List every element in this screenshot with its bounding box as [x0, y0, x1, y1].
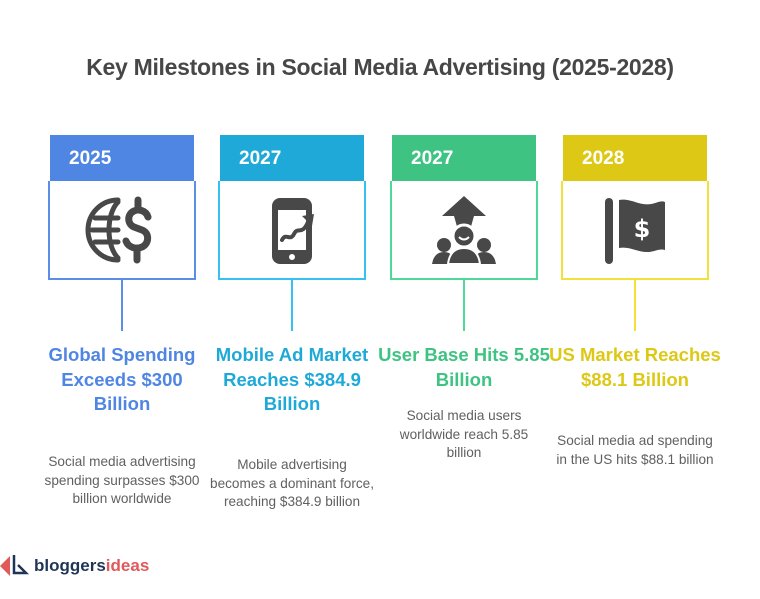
connector-line [463, 280, 465, 331]
milestone-description: Social media advertising spending surpas… [44, 454, 200, 506]
milestone-heading: Mobile Ad Market Reaches $384.9 Billion [215, 344, 369, 414]
milestone-description: Social media users worldwide reach 5.85 … [399, 408, 529, 460]
flag-dollar-icon: $ [605, 197, 665, 264]
year-badge: 2025 [50, 135, 194, 181]
milestone-heading: User Base Hits 5.85 Billion [378, 344, 550, 390]
icon-box [48, 181, 196, 280]
milestone-description: Mobile advertising becomes a dominant fo… [210, 457, 374, 509]
year-badge: 2027 [220, 135, 364, 181]
milestone-description: Social media ad spending in the US hits … [556, 433, 714, 467]
icon-box [390, 181, 538, 280]
globe-dollar-icon [85, 196, 152, 263]
year-badge: 2028 [563, 135, 707, 181]
bloggersideas-logo: bloggers ideas [0, 553, 149, 579]
mobile-growth-icon [272, 197, 314, 264]
year-badge: 2027 [392, 135, 536, 181]
user-growth-icon [432, 195, 496, 265]
milestone-heading: Global Spending Exceeds $300 Billion [48, 344, 196, 414]
connector-line [291, 280, 293, 331]
connector-line [634, 280, 636, 331]
connector-line [121, 280, 123, 331]
svg-text:$: $ [634, 215, 651, 243]
logo-text-bloggers: bloggers [34, 556, 106, 575]
icon-box [218, 181, 366, 280]
page-title: Key Milestones in Social Media Advertisi… [86, 54, 674, 80]
milestone-heading: US Market Reaches $88.1 Billion [549, 344, 721, 390]
icon-box: $ [561, 181, 709, 280]
logo-text-ideas: ideas [105, 556, 150, 575]
logo-mark-icon [0, 555, 30, 576]
